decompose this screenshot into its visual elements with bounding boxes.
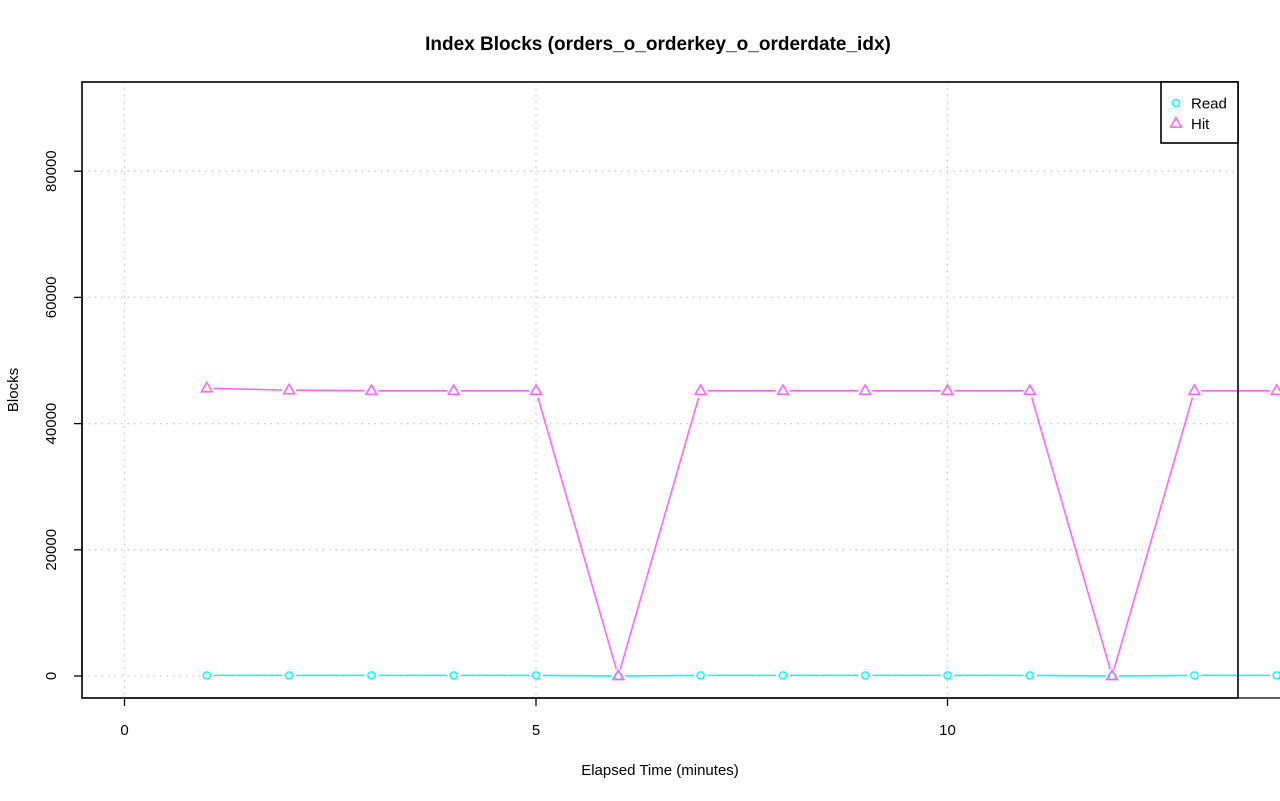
legend-label-read: Read: [1191, 96, 1227, 113]
series-read-point: [284, 671, 294, 680]
series-hit-point: [1023, 383, 1037, 396]
y-axis: 0 20000 40000 60000 80000: [43, 150, 83, 680]
series-hit-point: [858, 383, 872, 396]
series-hit-segment: [1030, 397, 1111, 670]
series-hit-segment: [619, 397, 700, 670]
legend: Read Hit: [1160, 81, 1239, 144]
y-tick-label: 20000: [43, 529, 60, 571]
series-read-segment: [1119, 674, 1188, 677]
x-tick-label: 0: [120, 722, 128, 739]
series-read-point: [531, 671, 541, 680]
y-tick-label: 40000: [43, 403, 60, 445]
series-read-point: [202, 671, 212, 680]
series-read-point: [860, 671, 870, 680]
series-read-segment: [625, 674, 694, 677]
series-hit-point: [1269, 383, 1280, 396]
series-hit-point: [282, 382, 296, 395]
series-hit-point: [529, 383, 543, 396]
series-read-point: [1190, 671, 1199, 680]
series-hit-segment: [537, 397, 618, 670]
series-hit-segment: [213, 387, 283, 391]
series-hit-point: [446, 383, 461, 396]
x-axis: 0510152025: [120, 697, 1280, 739]
series-hit-point: [1105, 668, 1119, 681]
series-read-point: [449, 671, 459, 680]
series-read: [202, 671, 1280, 681]
y-axis-label: Blocks: [5, 368, 22, 412]
y-tick-label: 0: [43, 672, 60, 680]
series-read-segment: [542, 674, 612, 677]
series-read-point: [1272, 671, 1280, 680]
x-tick-label: 5: [532, 722, 540, 739]
series-hit-point: [611, 668, 626, 681]
series-hit-segment: [1113, 397, 1194, 670]
series-hit-point: [200, 380, 214, 393]
series-layer: [200, 380, 1280, 681]
x-axis-label: Elapsed Time (minutes): [581, 762, 739, 779]
series-hit-point: [940, 383, 955, 396]
legend-label-hit: Hit: [1191, 116, 1210, 133]
series-read-point: [696, 671, 705, 680]
series-hit: [200, 380, 1280, 681]
legend-marker-read: [1171, 98, 1181, 108]
series-read-point: [1025, 671, 1035, 680]
legend-box: [1160, 81, 1239, 144]
series-hit-point: [693, 383, 708, 396]
series-read-point: [367, 671, 376, 680]
x-tick-label: 10: [939, 722, 956, 739]
series-hit-point: [1187, 383, 1202, 396]
legend-marker-hit: [1169, 116, 1183, 128]
chart-title: Index Blocks (orders_o_orderkey_o_orderd…: [425, 34, 891, 55]
series-hit-point: [776, 383, 790, 396]
series-read-segment: [1036, 674, 1106, 677]
series-hit-point: [364, 383, 379, 396]
series-hit-segment: [296, 389, 365, 392]
series-read-point: [943, 671, 952, 680]
y-tick-label: 60000: [43, 277, 60, 319]
y-tick-label: 80000: [43, 150, 60, 192]
series-read-point: [778, 671, 788, 680]
